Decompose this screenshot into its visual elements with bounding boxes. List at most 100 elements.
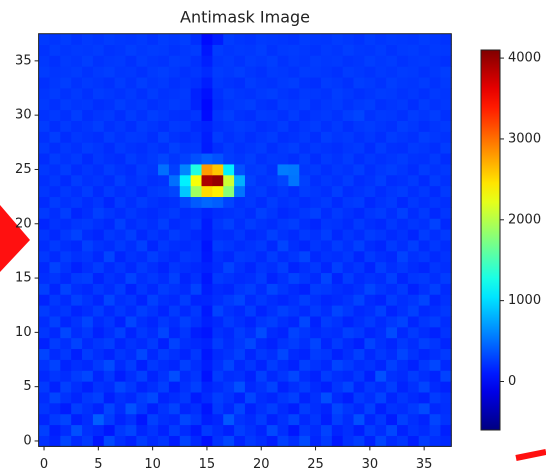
cell [244,370,257,382]
cell [353,109,365,121]
cell [310,283,322,295]
cell [92,305,105,317]
cell [223,370,235,382]
cell [386,207,398,219]
cell [158,402,170,415]
cell [418,98,430,111]
cell [212,337,224,350]
cell [418,337,430,350]
cell [190,66,202,78]
cell [375,316,387,328]
cell [92,272,105,284]
cell [320,218,333,230]
cell [201,98,213,111]
cell [386,250,398,263]
cell [277,55,289,67]
cell [353,337,365,350]
cell [49,131,61,143]
cell [375,98,387,111]
cell [179,316,192,328]
cell [386,435,398,447]
cell [179,55,192,67]
cell [38,316,50,328]
cell [255,370,268,382]
cell [71,370,83,382]
cell [38,305,50,317]
cell [364,283,376,295]
cell [255,316,268,328]
cell [342,370,354,382]
cell [158,337,170,350]
cell [386,305,398,317]
cell [49,153,61,165]
cell [38,294,50,306]
cell [136,348,148,360]
cell [223,207,235,219]
cell [136,109,148,121]
cell [299,229,311,241]
cell [386,174,398,187]
cell [38,272,50,284]
x-tick-label: 5 [94,457,102,472]
cell [299,218,311,230]
cell [49,185,61,198]
cell [364,370,376,382]
cell [386,120,398,132]
cell [179,413,192,426]
cell [147,392,159,404]
cell [375,359,387,371]
cell [320,240,333,252]
cell [320,109,333,121]
cell [234,153,246,165]
cell [320,131,333,143]
cell [331,435,344,447]
cell [396,120,409,132]
cell [234,413,246,426]
cell [407,337,420,350]
cell [299,424,311,436]
cell [147,229,159,241]
cell [266,153,278,165]
cell [429,381,441,393]
cell [407,261,420,274]
cell [125,250,137,263]
cell [353,98,365,111]
cell [364,77,376,89]
cell [38,381,50,393]
cell [310,33,322,45]
cell [158,305,170,317]
cell [418,77,430,89]
cell [396,240,409,252]
cell [386,402,398,415]
cell [114,316,126,328]
cell [277,435,289,447]
cell [266,142,278,154]
cell [310,305,322,317]
cell [212,55,224,67]
cell [342,240,354,252]
cell [92,240,105,252]
cell [396,44,409,56]
cell [266,33,278,45]
cell [168,316,181,328]
cell [71,185,83,198]
cell [342,153,354,165]
cell [418,413,430,426]
cell [255,240,268,252]
cell [386,392,398,404]
cell [168,240,181,252]
cell [331,305,344,317]
cell [429,229,441,241]
cell [223,98,235,111]
cell [342,196,354,208]
cell [299,55,311,67]
cell [125,120,137,132]
cell [244,240,257,252]
cell [320,196,333,208]
cell [136,272,148,284]
cell [190,142,202,154]
cell [168,207,181,219]
cell [82,392,94,404]
cell [38,142,50,154]
